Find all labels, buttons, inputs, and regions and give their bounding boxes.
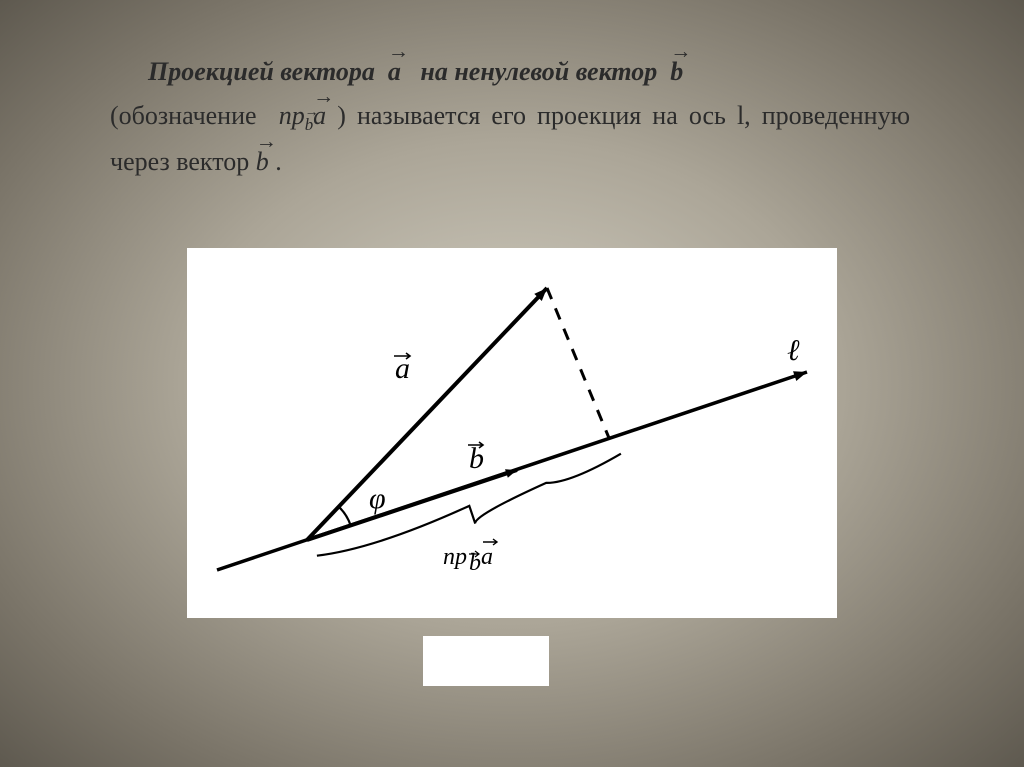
vec-b-inline-1: b bbox=[670, 50, 683, 94]
npr-symbol: np bbox=[279, 101, 305, 130]
vec-b-inline-2: b bbox=[256, 140, 269, 184]
vec-a-inline-1: a bbox=[388, 50, 401, 94]
vector-b: b bbox=[307, 442, 517, 540]
projection-diagram: ℓ a b φ np b a bbox=[187, 248, 837, 618]
axis-l: ℓ bbox=[217, 334, 807, 570]
svg-text:b: b bbox=[469, 442, 484, 475]
figure-panel: ℓ a b φ np b a bbox=[187, 248, 837, 618]
perpendicular-drop bbox=[547, 288, 609, 438]
caption-placeholder-box bbox=[423, 636, 549, 686]
def-part1: Проекцией вектора bbox=[148, 57, 375, 86]
npr-vec-a: a bbox=[313, 94, 326, 138]
svg-text:ℓ: ℓ bbox=[787, 334, 800, 367]
vector-a: a bbox=[307, 288, 547, 540]
def-part2: на ненулевой вектор bbox=[420, 57, 657, 86]
svg-text:a: a bbox=[481, 544, 493, 570]
projection-label: np b a bbox=[443, 539, 497, 576]
definition-text: Проекцией вектора a на ненулевой вектор … bbox=[110, 50, 910, 184]
svg-text:φ: φ bbox=[369, 482, 386, 515]
angle-phi: φ bbox=[339, 482, 386, 525]
def-part3a: (обозначение bbox=[110, 101, 257, 130]
npr-sub-b: b bbox=[305, 111, 313, 140]
svg-text:np: np bbox=[443, 544, 467, 570]
